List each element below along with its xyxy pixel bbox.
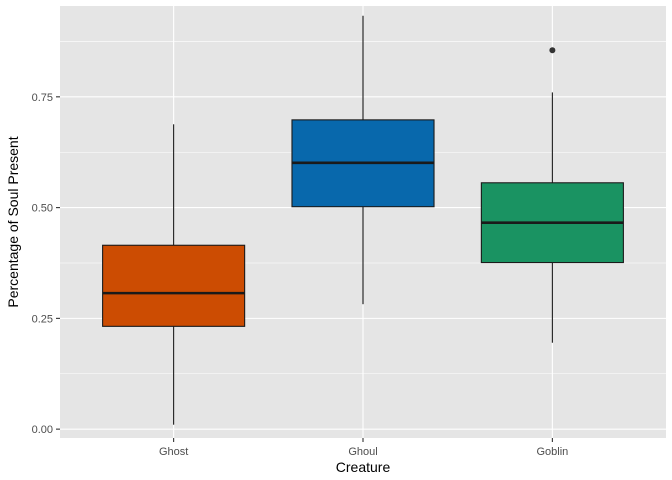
y-tick-label: 0.75 [32, 92, 53, 104]
x-axis: Ghost Ghoul Goblin [159, 438, 568, 458]
box-ghost [102, 124, 246, 425]
x-tick-label: Ghost [159, 446, 188, 458]
outlier-point [549, 47, 556, 54]
box-ghoul [291, 15, 435, 305]
x-axis-title: Creature [336, 459, 391, 475]
y-axis: 0.00 0.25 0.50 0.75 [32, 92, 60, 436]
y-tick-label: 0.50 [32, 203, 53, 215]
y-tick-label: 0.25 [32, 313, 53, 325]
x-tick-label: Goblin [536, 446, 568, 458]
boxplot-marks [102, 15, 624, 425]
y-axis-title: Percentage of Soul Present [5, 136, 21, 307]
box-goblin [480, 47, 624, 343]
x-tick-label: Ghoul [348, 446, 377, 458]
iqr-box [102, 244, 246, 327]
y-tick-label: 0.00 [32, 424, 53, 436]
